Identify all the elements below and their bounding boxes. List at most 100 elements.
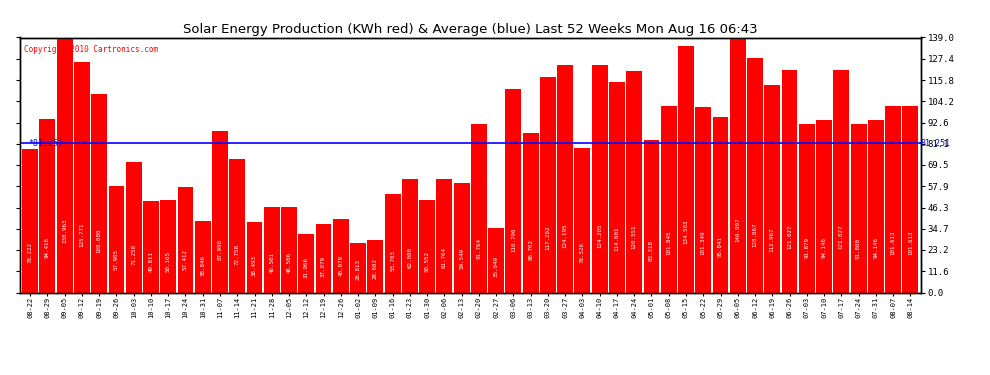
Text: 81.251: 81.251 — [921, 139, 950, 148]
Text: *81.251: *81.251 — [29, 139, 63, 148]
Bar — [230, 159, 246, 292]
Bar — [695, 106, 711, 292]
Text: 101.613: 101.613 — [908, 231, 913, 255]
Bar — [834, 70, 849, 292]
Title: Solar Energy Production (KWh red) & Average (blue) Last 52 Weeks Mon Aug 16 06:4: Solar Energy Production (KWh red) & Aver… — [183, 23, 757, 36]
Text: 140.907: 140.907 — [736, 218, 741, 242]
Bar — [471, 124, 487, 292]
Text: 62.080: 62.080 — [407, 248, 413, 268]
Bar — [385, 194, 401, 292]
Text: 50.165: 50.165 — [165, 251, 170, 272]
Bar — [56, 38, 72, 292]
Bar — [644, 140, 659, 292]
Text: 46.501: 46.501 — [269, 252, 274, 273]
Bar — [333, 219, 348, 292]
Text: 83.318: 83.318 — [649, 240, 654, 261]
Text: 35.049: 35.049 — [494, 256, 499, 277]
Bar — [903, 106, 919, 292]
Bar — [574, 148, 590, 292]
Text: 38.846: 38.846 — [200, 255, 205, 276]
Bar — [799, 124, 815, 292]
Bar — [126, 162, 142, 292]
Bar — [40, 119, 55, 292]
Bar — [730, 34, 745, 292]
Bar — [367, 240, 383, 292]
Text: 53.703: 53.703 — [390, 250, 395, 271]
Text: 124.205: 124.205 — [597, 224, 602, 248]
Bar — [437, 179, 452, 292]
Text: 94.416: 94.416 — [45, 237, 50, 258]
Bar — [350, 243, 366, 292]
Bar — [316, 225, 332, 292]
Bar — [523, 134, 539, 292]
Text: 101.349: 101.349 — [701, 231, 706, 255]
Bar — [264, 207, 280, 292]
Text: 31.966: 31.966 — [304, 257, 309, 278]
Bar — [212, 131, 228, 292]
Text: 91.764: 91.764 — [476, 237, 481, 258]
Text: 117.202: 117.202 — [545, 226, 550, 250]
Text: 57.412: 57.412 — [183, 249, 188, 270]
Text: 124.195: 124.195 — [562, 224, 567, 248]
Text: 61.764: 61.764 — [442, 248, 446, 268]
Text: 121.027: 121.027 — [787, 224, 792, 249]
Text: 49.811: 49.811 — [148, 251, 153, 272]
Bar — [402, 178, 418, 292]
Text: 134.503: 134.503 — [683, 220, 688, 245]
Bar — [506, 89, 522, 292]
Text: 78.222: 78.222 — [28, 242, 33, 263]
Text: 110.706: 110.706 — [511, 228, 516, 252]
Text: 114.601: 114.601 — [615, 226, 620, 251]
Text: 59.549: 59.549 — [459, 248, 464, 269]
Bar — [609, 82, 625, 292]
Bar — [195, 221, 211, 292]
Text: 38.493: 38.493 — [252, 255, 257, 276]
Text: Copyright 2010 Cartronics.com: Copyright 2010 Cartronics.com — [25, 45, 158, 54]
Bar — [868, 120, 884, 292]
Bar — [160, 201, 176, 292]
Text: 125.771: 125.771 — [79, 223, 84, 247]
Bar — [74, 62, 90, 292]
Text: 57.985: 57.985 — [114, 249, 119, 270]
Bar — [177, 187, 193, 292]
Text: 86.702: 86.702 — [528, 239, 534, 260]
Text: 40.079: 40.079 — [339, 255, 344, 276]
Bar — [747, 57, 763, 292]
Text: 120.551: 120.551 — [632, 225, 637, 249]
Text: 37.079: 37.079 — [321, 256, 326, 277]
Text: 71.258: 71.258 — [132, 244, 137, 265]
Bar — [298, 234, 314, 292]
Text: 94.146: 94.146 — [873, 237, 878, 258]
Bar — [592, 64, 608, 292]
Text: 108.080: 108.080 — [97, 229, 102, 253]
Text: 78.526: 78.526 — [580, 242, 585, 263]
Bar — [540, 78, 555, 292]
Text: 91.800: 91.800 — [856, 237, 861, 258]
Bar — [557, 64, 573, 292]
Bar — [91, 94, 107, 292]
Text: 28.602: 28.602 — [373, 258, 378, 279]
Text: 138.963: 138.963 — [62, 219, 67, 243]
Bar — [764, 85, 780, 292]
Text: 121.027: 121.027 — [839, 224, 843, 249]
Bar — [453, 183, 469, 292]
Text: 72.758: 72.758 — [235, 244, 240, 265]
Bar — [850, 124, 866, 292]
Bar — [109, 186, 125, 292]
Bar — [281, 207, 297, 292]
Bar — [22, 149, 38, 292]
Text: 91.879: 91.879 — [804, 237, 809, 258]
Bar — [781, 70, 798, 292]
Text: 26.813: 26.813 — [355, 259, 360, 280]
Text: 87.990: 87.990 — [218, 239, 223, 260]
Bar — [660, 106, 676, 292]
Bar — [816, 120, 832, 292]
Bar — [419, 200, 435, 292]
Text: 101.613: 101.613 — [891, 231, 896, 255]
Text: 112.967: 112.967 — [770, 227, 775, 252]
Bar — [885, 106, 901, 292]
Bar — [713, 117, 729, 292]
Bar — [627, 71, 643, 292]
Text: 46.506: 46.506 — [286, 252, 291, 273]
Bar — [488, 228, 504, 292]
